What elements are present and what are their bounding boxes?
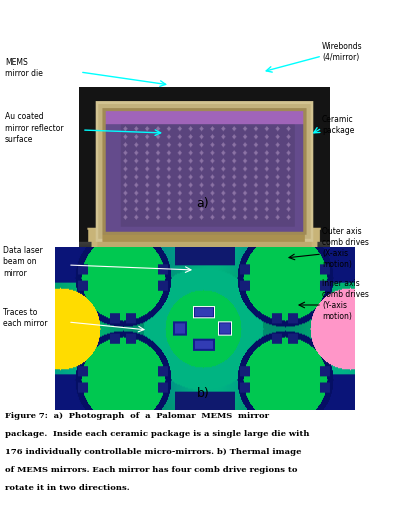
Text: package.  Inside each ceramic package is a single large die with: package. Inside each ceramic package is … [5,430,309,438]
Text: MEMS
mirror die: MEMS mirror die [5,58,43,78]
Text: b): b) [197,387,209,401]
Text: of MEMS mirrors. Each mirror has four comb drive regions to: of MEMS mirrors. Each mirror has four co… [5,466,298,474]
Text: Inner axis
comb drives
(Y-axis
motion): Inner axis comb drives (Y-axis motion) [322,279,369,321]
Text: Outer axis
comb drives
(X-axis
motion): Outer axis comb drives (X-axis motion) [322,227,369,269]
Text: Wirebonds
(4/mirror): Wirebonds (4/mirror) [322,42,363,62]
Text: Ceramic
package: Ceramic package [322,115,354,135]
Text: Traces to
each mirror: Traces to each mirror [3,308,48,328]
Text: rotate it in two directions.: rotate it in two directions. [5,484,129,492]
Text: Data laser
beam on
mirror: Data laser beam on mirror [3,246,43,277]
Text: Figure 7:  a)  Photograph  of  a  Palomar  MEMS  mirror: Figure 7: a) Photograph of a Palomar MEM… [5,412,269,420]
Text: 176 individually controllable micro-mirrors. b) Thermal image: 176 individually controllable micro-mirr… [5,448,302,456]
Text: Au coated
mirror reflector
surface: Au coated mirror reflector surface [5,112,63,144]
Text: a): a) [197,197,209,211]
